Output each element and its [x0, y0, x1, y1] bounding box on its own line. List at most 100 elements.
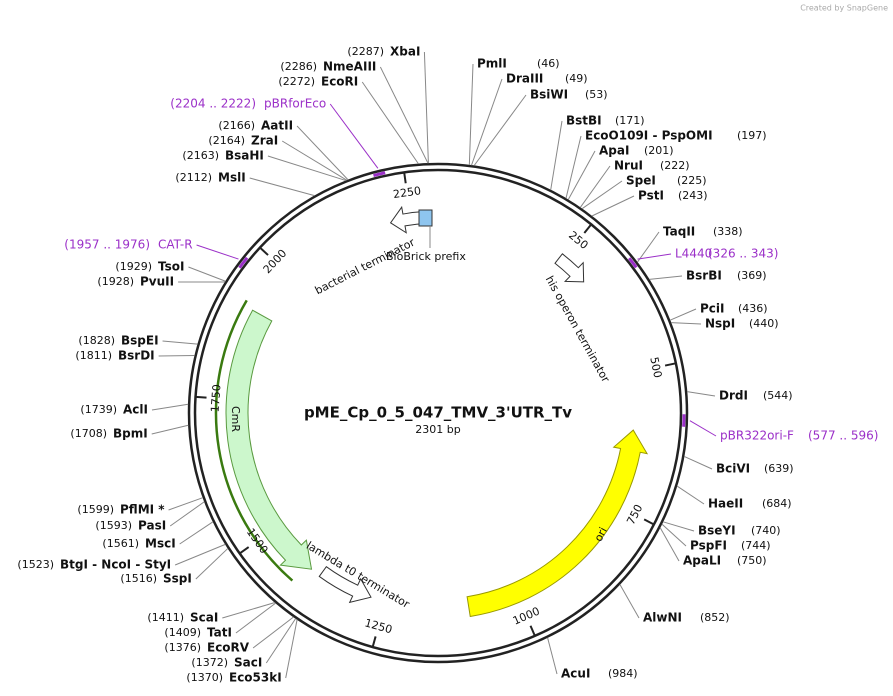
site-leader	[168, 497, 203, 511]
site-name: EcoRV	[207, 641, 250, 655]
site-name: BpmI	[113, 427, 148, 441]
ruler-label: 1000	[511, 605, 542, 628]
biobrick-prefix-box	[418, 209, 433, 227]
ruler-tick	[529, 625, 536, 637]
feature-label: bacterial terminator	[313, 236, 418, 298]
site-name: PciI	[700, 302, 725, 316]
site-name: XbaI	[390, 45, 420, 59]
site-position: (1561)	[102, 537, 139, 550]
site-name: PasI	[138, 519, 166, 533]
site-leader	[649, 275, 683, 280]
site-position: (639)	[764, 462, 794, 475]
site-name: AclI	[123, 403, 148, 417]
site-leader	[619, 584, 640, 619]
cmr-arrow	[225, 309, 313, 570]
site-name: BsrBI	[686, 269, 722, 283]
site-name: BstBI	[566, 114, 602, 128]
site-position: (1370)	[186, 671, 223, 684]
site-name: ApaI	[599, 144, 629, 158]
ruler-label: 500	[647, 356, 664, 379]
site-leader	[661, 523, 687, 547]
primer-arc	[238, 256, 249, 269]
site-position: (53)	[585, 88, 608, 101]
ruler-tick	[239, 546, 250, 555]
backbone-outer	[187, 162, 689, 664]
site-name: BciVI	[716, 462, 750, 476]
site-name: BseYI	[698, 524, 736, 538]
site-name: PflMI *	[120, 503, 165, 517]
primer-arc	[373, 171, 386, 178]
primer-range: (1957 .. 1976)	[64, 238, 150, 252]
backbone-inner	[193, 168, 683, 658]
site-name: MscI	[145, 537, 176, 551]
site-position: (338)	[713, 225, 743, 238]
ruler-label: 1250	[363, 616, 393, 636]
site-leader	[565, 135, 582, 199]
primer-range: (577 .. 596)	[808, 429, 878, 443]
site-position: (1739)	[80, 403, 117, 416]
site-name: SacI	[234, 656, 262, 670]
site-position: (744)	[741, 539, 771, 552]
site-leader	[581, 180, 623, 210]
site-name: SspI	[163, 572, 192, 586]
ruler-tick	[643, 518, 655, 526]
site-leader	[659, 527, 680, 562]
site-position: (1372)	[191, 656, 228, 669]
site-leader	[174, 543, 226, 566]
site-name: DrdI	[719, 389, 748, 403]
primer-leader	[689, 420, 717, 437]
site-position: (1828)	[78, 334, 115, 347]
site-name: ApaLI	[683, 554, 721, 568]
site-leader	[222, 602, 276, 619]
site-leader	[188, 266, 226, 282]
site-position: (984)	[608, 667, 638, 680]
site-leader	[591, 195, 635, 217]
feature-label: ori	[592, 525, 610, 544]
site-position: (46)	[537, 57, 560, 70]
ruler-tick	[259, 246, 269, 256]
site-leader	[235, 602, 276, 634]
site-name: BsaHI	[225, 149, 264, 163]
feature-label: his operon terminator	[543, 274, 613, 385]
site-name: AcuI	[561, 667, 590, 681]
site-position: (440)	[749, 317, 779, 330]
site-position: (436)	[738, 302, 768, 315]
site-position: (2286)	[280, 60, 317, 73]
site-position: (197)	[737, 129, 767, 142]
site-leader	[550, 120, 563, 190]
site-position: (2287)	[347, 45, 384, 58]
site-name: EcoRI	[321, 75, 358, 89]
site-name: TatI	[207, 626, 232, 640]
site-name: NspI	[705, 317, 735, 331]
site-position: (1376)	[164, 641, 201, 654]
ruler-label: 1750	[209, 384, 224, 413]
primer-name: L4440	[675, 247, 712, 261]
primer-range: (326 .. 343)	[708, 247, 778, 261]
site-position: (369)	[737, 269, 767, 282]
site-position: (2112)	[175, 171, 212, 184]
site-position: (171)	[615, 114, 645, 127]
site-name: EcoO109I - PspOMI	[585, 129, 713, 143]
site-name: NruI	[614, 159, 643, 173]
primer-name: pBR322ori-F	[720, 429, 794, 443]
site-position: (750)	[737, 554, 767, 567]
site-name: BsiWI	[530, 88, 568, 102]
ruler-tick	[403, 172, 407, 184]
primer-arc	[628, 257, 638, 269]
primer-name: CAT-R	[158, 238, 193, 252]
site-leader	[162, 340, 198, 345]
site-name: PmlI	[477, 57, 507, 71]
site-leader	[179, 521, 214, 545]
watermark: Created by SnapGene	[800, 4, 888, 13]
site-position: (1516)	[120, 572, 157, 585]
site-position: (1929)	[115, 260, 152, 273]
site-leader	[662, 521, 695, 532]
site-position: (684)	[762, 497, 792, 510]
ruler-tick	[195, 395, 207, 399]
site-position: (740)	[751, 524, 781, 537]
site-name: ZraI	[251, 134, 278, 148]
site-name: MslI	[218, 171, 246, 185]
site-position: (544)	[763, 389, 793, 402]
site-position: (1708)	[70, 427, 107, 440]
